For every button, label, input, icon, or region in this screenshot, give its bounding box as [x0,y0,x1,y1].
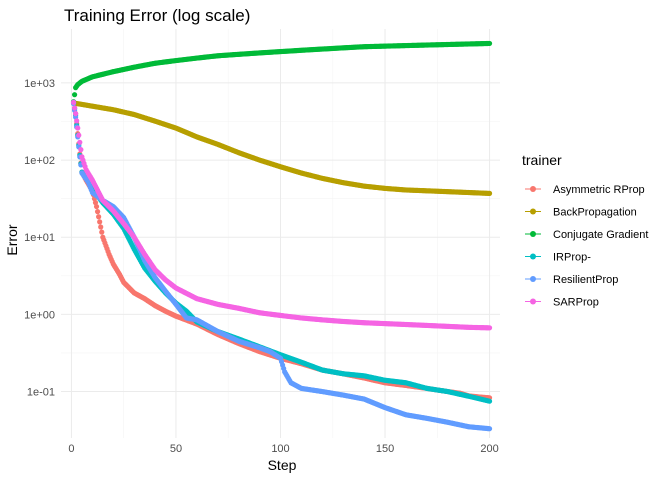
series-backpropagation [70,100,493,196]
x-tick-label: 200 [480,443,498,455]
y-tick-label: 1e+01 [24,232,55,244]
data-point [71,92,78,98]
data-point [78,147,84,153]
legend: trainer Asymmetric RProp BackPropagation C… [522,152,648,309]
plot-area [70,40,493,432]
data-point [486,398,493,404]
y-tick-label: 1e-01 [27,387,55,399]
x-tick-label: 50 [170,443,182,455]
x-axis: 0 50 100 150 200 [68,443,498,455]
data-point [486,190,493,196]
y-tick-label: 1e+00 [24,309,55,321]
legend-key-marker [530,276,536,282]
data-point [486,40,493,47]
plot-grid [61,29,500,438]
data-point [486,426,493,432]
y-tick-label: 1e+02 [24,155,55,167]
legend-key-marker [530,253,536,260]
x-tick-label: 100 [271,443,289,455]
data-point [74,118,80,124]
legend-key-marker [530,231,536,237]
chart-title: Training Error (log scale) [64,6,250,25]
data-point [71,105,78,111]
x-tick-label: 150 [376,443,394,455]
data-point [98,224,104,230]
x-tick-label: 0 [68,443,74,455]
legend-label: IRProp- [553,252,591,264]
data-point [77,139,83,145]
legend-key-marker [530,208,536,215]
legend-label: ResilientProp [553,274,618,286]
data-point [96,214,102,220]
legend-label: Asymmetric RProp [553,184,645,196]
data-point [486,325,493,331]
data-point [99,229,105,235]
data-point [93,203,100,210]
data-point [73,111,79,117]
x-axis-title: Step [268,457,297,473]
legend-label: BackPropagation [553,207,637,219]
series-conjugate-gradient [70,40,493,105]
data-point [92,200,99,206]
legend-label: Conjugate Gradient [553,229,648,241]
data-point [94,209,101,215]
y-tick-label: 1e+03 [24,78,55,90]
legend-key-marker [530,186,536,192]
data-point [75,125,81,131]
y-axis-title: Error [4,224,20,255]
series-resilientprop [70,100,493,432]
data-point [76,132,82,138]
series-sarprop [70,99,493,331]
data-point [70,99,77,105]
y-axis: 1e-01 1e+00 1e+01 1e+02 1e+03 [24,78,55,399]
data-point [97,219,103,225]
legend-key-marker [530,298,536,305]
legend-title: trainer [522,152,562,168]
legend-label: SARProp [553,297,599,309]
